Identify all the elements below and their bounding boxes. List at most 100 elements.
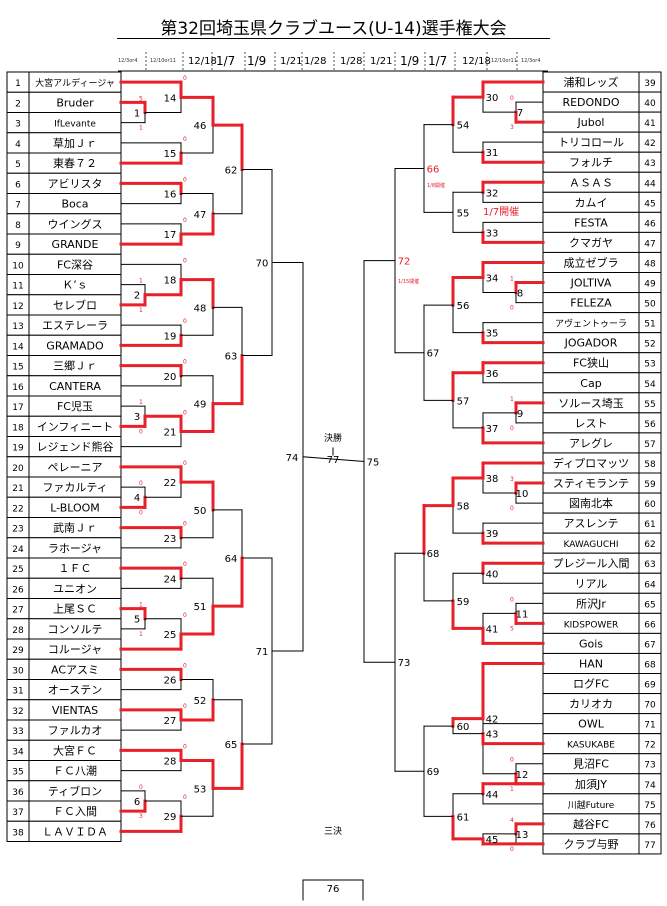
match-number: 23 xyxy=(164,534,177,545)
score: 4 xyxy=(510,817,514,824)
team-name: スティモランテ xyxy=(553,477,629,490)
match-number: 56 xyxy=(457,301,470,312)
team-name: プレジール入間 xyxy=(553,557,630,570)
round-date-label: 12/3or4 xyxy=(118,58,138,64)
score: 1 xyxy=(139,631,143,638)
team-name: 浦和レッズ xyxy=(564,75,619,89)
match-number: 68 xyxy=(427,549,440,560)
score: 1 xyxy=(139,602,143,609)
team-name: L-BLOOM xyxy=(50,501,100,514)
score: 0 xyxy=(510,846,514,853)
round-date-label: 1/7 xyxy=(428,54,448,68)
score: 1 xyxy=(510,396,514,403)
match-number: 19 xyxy=(164,331,177,342)
team-number: 31 xyxy=(12,687,23,697)
team-name: 武南Ｊｒ xyxy=(53,522,97,535)
team-number: 11 xyxy=(12,282,23,292)
team-name: OWL xyxy=(578,718,605,731)
match-number: 38 xyxy=(486,474,499,485)
team-number: 24 xyxy=(12,545,24,555)
team-name: FC深谷 xyxy=(57,258,93,271)
match-number: 73 xyxy=(398,658,411,669)
team-name: １ＦＣ xyxy=(59,562,92,575)
score: 0 xyxy=(183,136,187,143)
match-number: 16 xyxy=(164,190,177,201)
page-title: 第32回埼玉県クラブユース(U-14)選手権大会 xyxy=(160,19,507,39)
score: 0 xyxy=(183,662,187,669)
score: 0 xyxy=(139,428,143,435)
team-number: 54 xyxy=(644,380,656,390)
match-number: 64 xyxy=(225,554,238,565)
score: 1 xyxy=(139,307,143,314)
match-number: 32 xyxy=(486,188,499,199)
team-name: カムイ xyxy=(575,196,608,209)
team-number: 48 xyxy=(644,259,656,269)
team-name: 川越Future xyxy=(568,799,615,811)
team-number: 59 xyxy=(644,480,656,490)
team-number: 68 xyxy=(644,660,656,670)
match-number: 10 xyxy=(516,489,529,500)
team-number: 35 xyxy=(12,768,23,778)
match-number: 18 xyxy=(164,276,177,287)
match-number: 36 xyxy=(486,369,499,380)
team-number: 57 xyxy=(644,440,655,450)
team-number: 37 xyxy=(12,808,23,818)
match-number: 53 xyxy=(194,784,207,795)
score: 0 xyxy=(510,757,514,764)
team-number: 50 xyxy=(644,300,656,310)
match-number: 12 xyxy=(516,770,529,781)
match-number: 11 xyxy=(516,609,529,620)
score: 0 xyxy=(139,509,143,516)
team-number: 7 xyxy=(15,201,21,211)
team-name: Ｋ’ｓ xyxy=(62,279,88,292)
match-number: 48 xyxy=(194,303,207,314)
score: 0 xyxy=(510,425,514,432)
score: 0 xyxy=(183,75,187,82)
team-number: 14 xyxy=(12,342,24,352)
team-name: CANTERA xyxy=(49,380,101,393)
match-number: 17 xyxy=(164,230,177,241)
score: 0 xyxy=(183,794,187,801)
team-number: 1 xyxy=(15,79,21,89)
score: 5 xyxy=(139,95,143,102)
score: 0 xyxy=(510,95,514,102)
team-name: アヴェントゥーラ xyxy=(555,318,627,330)
team-name: レスト xyxy=(575,417,608,430)
match-number: 31 xyxy=(486,148,499,159)
score: 1 xyxy=(139,125,143,132)
match-number: 28 xyxy=(164,757,177,768)
team-name: アビリスタ xyxy=(48,177,103,190)
score: 1 xyxy=(510,276,514,283)
match-number: 51 xyxy=(194,602,207,613)
match-number: 30 xyxy=(486,93,499,104)
team-number: 69 xyxy=(644,681,656,691)
title-underline xyxy=(117,38,550,39)
match-number: 20 xyxy=(164,372,177,383)
team-name: 上尾ＳＣ xyxy=(53,603,97,616)
score: 0 xyxy=(183,318,187,325)
team-number: 30 xyxy=(12,666,24,676)
match-number: 41 xyxy=(486,624,499,635)
round-date-label: 12/10or11 xyxy=(491,58,517,64)
team-number: 16 xyxy=(12,383,24,393)
team-number: 19 xyxy=(12,444,24,454)
match-number: 75 xyxy=(367,457,380,468)
team-number: 46 xyxy=(644,219,656,229)
team-number: 25 xyxy=(12,565,23,575)
third-place-label: 三決 xyxy=(324,825,342,837)
team-name: KIDSPOWER xyxy=(564,620,619,630)
team-number: 41 xyxy=(644,119,655,129)
match-number: 67 xyxy=(427,349,440,360)
team-name: FELEZA xyxy=(570,297,612,310)
round-date-label: 1/28 xyxy=(340,56,363,67)
score: 3 xyxy=(139,813,143,820)
team-name: ACアスミ xyxy=(51,663,99,676)
team-number: 53 xyxy=(644,360,655,370)
team-name: ウイングス xyxy=(48,217,103,231)
team-name: GRANDE xyxy=(52,238,99,251)
team-number-cell xyxy=(638,833,662,855)
score: 1 xyxy=(139,399,143,406)
team-number: 71 xyxy=(644,721,655,731)
team-number: 75 xyxy=(644,801,655,811)
